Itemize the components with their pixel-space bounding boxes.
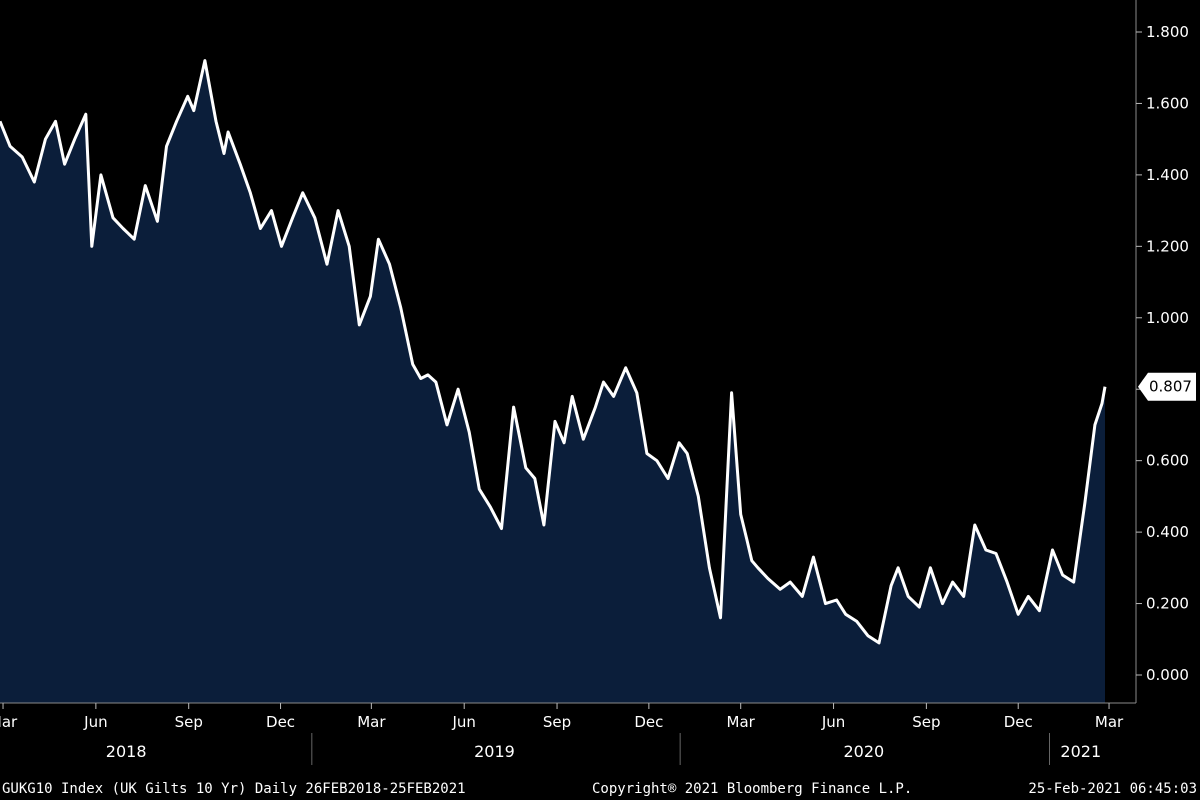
x-tick-label: Dec [1004, 713, 1033, 731]
footer-copyright: Copyright® 2021 Bloomberg Finance L.P. [592, 781, 912, 797]
y-axis: 0.0000.2000.4000.6000.8001.0001.2001.400… [1136, 23, 1189, 684]
y-tick-label: 1.600 [1146, 94, 1189, 112]
x-axis: Mar Jun Sep Dec Mar Jun Sep Dec Mar Jun Sep Dec Mar 2… [0, 703, 1124, 765]
y-tick-label: 0.400 [1146, 523, 1189, 541]
y-tick-label: 1.200 [1146, 237, 1189, 255]
year-label: 2020 [843, 742, 884, 761]
footer-ticker-info: GUKG10 Index (UK Gilts 10 Yr) Daily 26FE… [2, 781, 466, 797]
year-label: 2018 [106, 742, 147, 761]
x-tick-label: Jun [451, 713, 475, 731]
yield-line [0, 59, 1107, 645]
y-tick-label: 0.600 [1146, 452, 1189, 470]
last-value-tag [1138, 372, 1196, 401]
x-tick-label: Jun [83, 713, 107, 731]
x-tick-label: Sep [543, 713, 571, 731]
y-tick-label: 0.200 [1146, 595, 1189, 613]
footer-timestamp: 25-Feb-2021 06:45:03 [1028, 781, 1197, 797]
yield-area [0, 60, 1105, 704]
last-value-marker: 0.807 [1138, 372, 1196, 401]
x-tick-label: Mar [0, 713, 18, 731]
y-tick-label: 1.800 [1146, 23, 1189, 41]
x-tick-label: Mar [1095, 713, 1124, 731]
x-tick-label: Mar [357, 713, 386, 731]
footer: GUKG10 Index (UK Gilts 10 Yr) Daily 26FE… [2, 781, 1197, 797]
x-tick-label: Sep [175, 713, 203, 731]
x-tick-label: Mar [727, 713, 756, 731]
x-tick-label: Sep [912, 713, 940, 731]
x-tick-label: Dec [266, 713, 295, 731]
year-label: 2019 [474, 742, 515, 761]
x-tick-label: Jun [821, 713, 845, 731]
x-tick-label: Dec [634, 713, 663, 731]
last-value-label: 0.807 [1149, 378, 1192, 396]
y-tick-label: 1.400 [1146, 166, 1189, 184]
year-label: 2021 [1060, 742, 1101, 761]
y-tick-label: 0.000 [1146, 666, 1189, 684]
y-tick-label: 1.000 [1146, 309, 1189, 327]
